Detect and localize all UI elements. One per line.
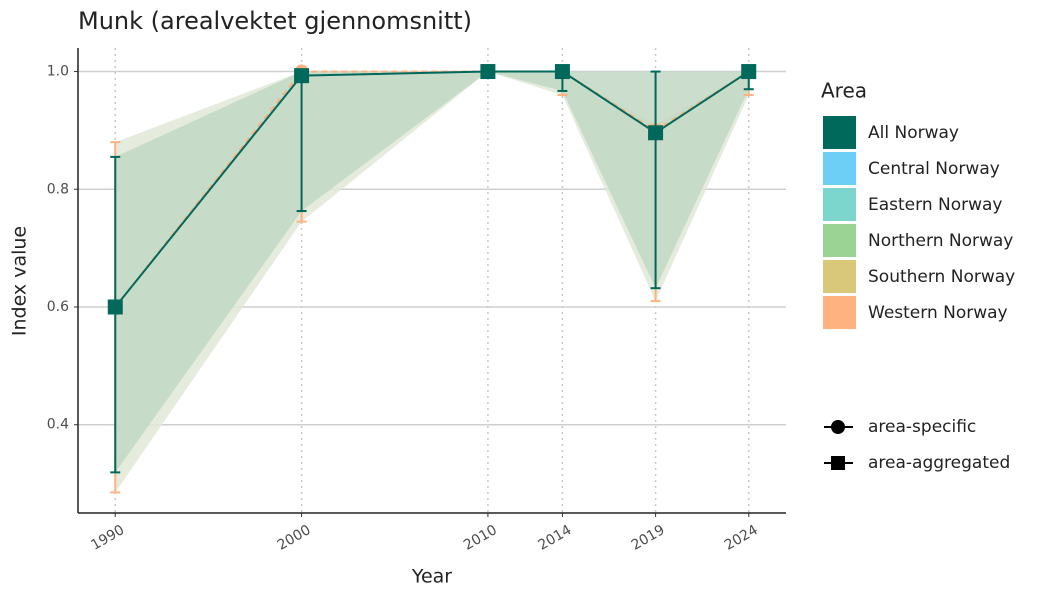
y-tick-label: 1.0	[47, 64, 69, 80]
x-tick-label: 1990	[88, 522, 127, 554]
legend-swatch	[823, 224, 856, 257]
x-tick-label: 2014	[536, 522, 575, 554]
y-tick-label: 0.6	[47, 299, 69, 315]
legend-swatch	[823, 188, 856, 221]
legend-marker	[831, 456, 845, 470]
legend-title: Area	[821, 79, 867, 103]
chart-title: Munk (arealvektet gjennomsnitt)	[78, 7, 472, 35]
legend-swatch	[823, 296, 856, 329]
legend-label: area-aggregated	[868, 453, 1010, 473]
x-tick-label: 2010	[461, 522, 500, 554]
y-tick-label: 0.4	[47, 417, 69, 433]
x-tick-label: 2000	[275, 522, 314, 554]
point	[741, 64, 757, 80]
x-tick-label: 2024	[722, 522, 761, 554]
x-tick-label: 2019	[629, 522, 668, 554]
legend-swatch	[823, 260, 856, 293]
legend-label: area-specific	[868, 417, 976, 437]
legend-label: Northern Norway	[868, 231, 1013, 251]
y-tick-label: 0.8	[47, 181, 69, 197]
point	[480, 64, 496, 80]
series-line	[114, 70, 750, 308]
point	[294, 68, 310, 84]
legend-label: Western Norway	[868, 303, 1008, 323]
legend-swatch	[823, 152, 856, 185]
legend-label: All Norway	[868, 123, 959, 143]
point	[107, 299, 123, 315]
y-axis-label: Index value	[9, 226, 31, 336]
legend-swatch	[823, 116, 856, 149]
point	[648, 125, 664, 141]
legend-label: Central Norway	[868, 159, 1000, 179]
legend-marker	[831, 420, 845, 434]
ribbon	[115, 71, 749, 473]
legend-label: Eastern Norway	[868, 195, 1003, 215]
x-axis-label: Year	[411, 566, 452, 588]
legend-label: Southern Norway	[868, 267, 1015, 287]
point	[554, 64, 570, 80]
